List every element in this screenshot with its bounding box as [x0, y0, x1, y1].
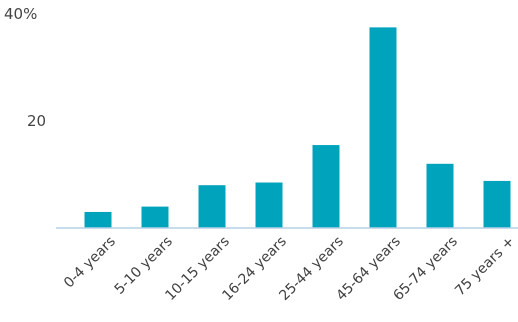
- x-tick-label: 75 years +: [452, 234, 518, 300]
- x-tick-label: 0-4 years: [61, 234, 119, 292]
- bar-10-15-years: [198, 185, 226, 228]
- bar-75-years-: [483, 180, 511, 228]
- y-tick-label: 20: [27, 112, 46, 130]
- bar-25-44-years: [312, 145, 340, 228]
- bar-5-10-years: [141, 206, 169, 228]
- bar-16-24-years: [255, 182, 283, 228]
- y-axis-ticks: 20 40%: [4, 5, 46, 130]
- bar-series: [84, 27, 511, 228]
- bar-0-4-years: [84, 211, 112, 228]
- y-tick-label: 40%: [4, 5, 37, 23]
- bar-45-64-years: [369, 27, 397, 228]
- bar-65-74-years: [426, 163, 454, 228]
